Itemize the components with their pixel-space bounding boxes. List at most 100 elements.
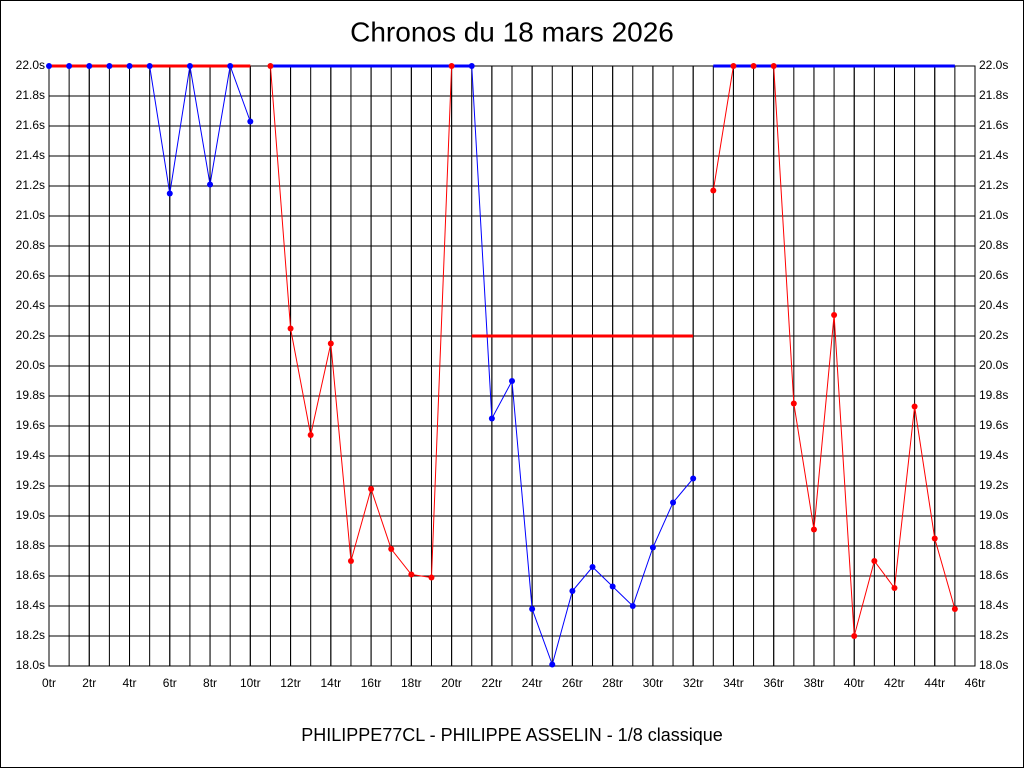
x-tick-label: 6tr [163,676,177,690]
y2-tick-label: 18.0s [979,658,1008,672]
y2-tick-label: 18.2s [979,628,1008,642]
point [347,558,354,564]
point [790,400,797,407]
x-tick-label: 38tr [804,676,825,690]
point [589,564,596,570]
x-tick-label: 16tr [361,676,382,690]
y2-tick-label: 18.8s [979,538,1008,552]
y-tick-label: 18.4s [16,598,45,612]
point [750,63,757,69]
y2-tick-label: 20.6s [979,268,1008,282]
x-tick-label: 14tr [320,676,341,690]
x-tick-label: 24tr [522,676,543,690]
point [46,63,52,69]
x-tick-label: 32tr [683,676,704,690]
point [629,603,636,609]
y2-tick-label: 21.8s [979,88,1008,102]
point [146,63,153,69]
y-tick-label: 19.0s [16,508,45,522]
point [851,633,858,639]
y2-tick-label: 21.0s [979,208,1008,222]
point [509,378,515,384]
point [368,486,375,492]
point [609,583,616,590]
y-tick-label: 19.8s [16,388,45,402]
y-tick-label: 21.8s [16,88,45,102]
x-tick-label: 2tr [82,676,96,690]
plot-border [48,65,976,667]
point [166,190,173,197]
y2-tick-label: 20.8s [979,238,1008,252]
y2-tick-label: 22.0s [979,58,1008,72]
point [891,585,898,591]
y-tick-label: 20.0s [16,358,45,372]
y-tick-label: 21.2s [16,178,45,192]
point [730,63,737,69]
point [106,63,113,69]
point [710,187,717,194]
y2-tick-label: 20.4s [979,298,1008,312]
y2-tick-label: 18.4s [979,598,1008,612]
point [770,63,777,69]
x-tick-label: 30tr [643,676,664,690]
y2-tick-label: 21.2s [979,178,1008,192]
x-tick-label: 20tr [441,676,462,690]
y2-tick-label: 19.4s [979,448,1008,462]
point [690,475,697,482]
x-tick-label: 10tr [240,676,261,690]
x-tick-label: 34tr [723,676,744,690]
y2-tick-label: 19.8s [979,388,1008,402]
y-tick-label: 20.8s [16,238,45,252]
y-tick-label: 21.4s [16,148,45,162]
y-tick-label: 21.0s [16,208,45,222]
y-tick-label: 19.6s [16,418,45,432]
point [66,63,73,69]
point [327,340,334,347]
x-tick-label: 46tr [965,676,986,690]
x-tick-label: 28tr [602,676,623,690]
y2-tick-label: 18.6s [979,568,1008,582]
y-tick-label: 20.6s [16,268,45,282]
y-tick-label: 18.0s [16,658,45,672]
y2-tick-label: 21.6s [979,118,1008,132]
point [428,574,435,581]
point [569,588,576,594]
point [488,415,495,422]
y2-tick-label: 19.6s [979,418,1008,432]
x-tick-label: 42tr [884,676,905,690]
y2-tick-label: 19.2s [979,478,1008,492]
point [448,63,455,69]
point [911,403,918,410]
point [831,312,838,318]
x-tick-label: 4tr [123,676,137,690]
point [186,63,193,69]
x-tick-label: 12tr [280,676,301,690]
point [649,544,656,551]
point [871,558,878,564]
point [529,606,536,612]
y-tick-label: 20.4s [16,298,45,312]
x-tick-label: 26tr [562,676,583,690]
point [810,526,817,533]
y2-tick-label: 20.2s [979,328,1008,342]
point [931,535,938,542]
y-tick-label: 20.2s [16,328,45,342]
point [468,63,475,69]
point [227,63,234,69]
chart-title: Chronos du 18 mars 2026 [350,16,674,47]
x-tick-label: 18tr [401,676,422,690]
y2-tick-label: 20.0s [979,358,1008,372]
y-tick-label: 18.6s [16,568,45,582]
y-tick-label: 19.4s [16,448,45,462]
point [287,325,294,332]
y-tick-label: 18.8s [16,538,45,552]
point [307,432,314,438]
y2-tick-label: 21.4s [979,148,1008,162]
point [408,571,415,578]
point [247,118,254,125]
x-tick-label: 22tr [482,676,503,690]
x-tick-label: 44tr [924,676,945,690]
y-tick-label: 19.2s [16,478,45,492]
point [86,63,93,69]
